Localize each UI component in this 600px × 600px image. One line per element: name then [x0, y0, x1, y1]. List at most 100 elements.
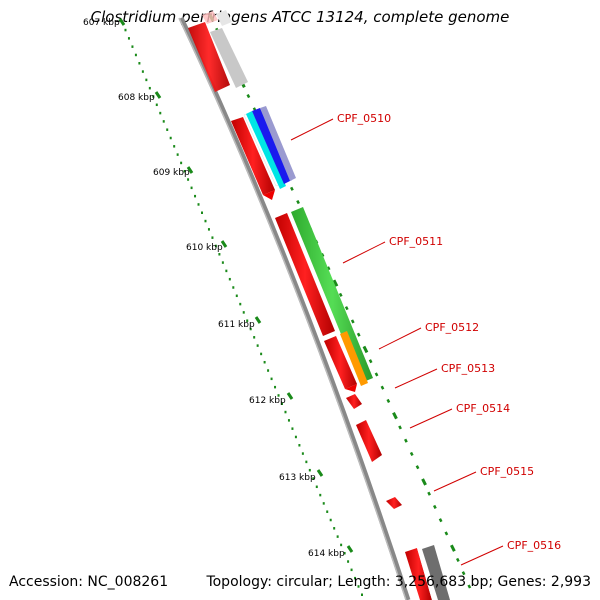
scale-dot: [319, 493, 322, 497]
cds-feature[interactable]: [386, 497, 402, 509]
cds-feature[interactable]: [405, 548, 432, 600]
outer-tick: [438, 518, 443, 523]
scale-major-tick: [254, 316, 262, 324]
scale-dot: [204, 219, 207, 223]
scale-major-tick: [118, 18, 126, 26]
gene-label-leader: [378, 327, 422, 350]
cds-feature-arrowhead[interactable]: [345, 384, 357, 392]
scale-tick-label: 609 kbp: [153, 168, 190, 178]
outer-tick: [338, 292, 343, 297]
scale-dot: [232, 286, 235, 289]
gene-label[interactable]: CPF_0512: [425, 321, 479, 334]
scale-dot: [187, 178, 190, 181]
gene-labels: CPF_0510 CPF_0511 CPF_0512 CPF_0513 CPF_0514…: [290, 112, 561, 566]
map-title: Clostridium perfringens ATCC 13124, comp…: [90, 8, 510, 26]
outer-tick: [398, 425, 402, 430]
gene-bar-grey[interactable]: [260, 106, 296, 181]
scale-dot: [155, 103, 158, 107]
scale-dot: [347, 560, 350, 563]
scale-dot: [221, 261, 224, 264]
outer-tick: [296, 200, 300, 205]
cds-feature-faded[interactable]: [202, 11, 218, 24]
scale-dot: [127, 37, 130, 40]
gene-bar-green[interactable]: [291, 207, 373, 383]
outer-tick: [350, 319, 355, 324]
scale-dot: [350, 568, 353, 572]
scale-dot: [159, 111, 162, 115]
scale-dot: [343, 551, 346, 555]
outer-tick: [450, 544, 456, 552]
scale-ruler: 607 kbp 608 kbp 609 kbp 610 kbp 611 kbp 612 k…: [83, 18, 363, 596]
scale-dot: [308, 468, 311, 472]
gene-label[interactable]: CPF_0514: [456, 402, 510, 415]
cds-feature[interactable]: [356, 420, 382, 462]
scale-tick-label: 613 kbp: [279, 473, 316, 483]
scale-dot: [211, 236, 214, 239]
scale-dot: [190, 186, 193, 190]
scale-dot: [242, 311, 245, 314]
scale-dot: [340, 543, 343, 547]
scale-dot: [357, 585, 360, 588]
scale-dot: [176, 153, 179, 156]
outer-tick: [246, 93, 251, 99]
scale-dot: [281, 402, 283, 405]
gene-bar-cyan[interactable]: [246, 111, 286, 189]
cds-feature[interactable]: [324, 336, 357, 389]
gene-bar-blue[interactable]: [252, 108, 292, 184]
scale-dot: [134, 53, 137, 57]
scale-dot: [329, 518, 332, 522]
gene-label[interactable]: CPF_0511: [389, 235, 443, 248]
gene-label-leader: [460, 545, 504, 566]
scale-major-tick: [286, 392, 294, 400]
gene-label-leader: [342, 241, 386, 264]
outer-tick: [332, 279, 339, 287]
scale-dot: [131, 45, 134, 48]
cds-feature[interactable]: [346, 394, 362, 409]
genome-backbone-highlight: [178, 17, 407, 600]
scale-dot: [162, 120, 165, 123]
outer-tick: [386, 398, 391, 403]
gene-bar-grey[interactable]: [422, 545, 450, 600]
gene-label[interactable]: CPF_0516: [507, 539, 561, 552]
scale-major-tick: [154, 91, 162, 99]
scale-dot: [124, 28, 127, 32]
scale-dot: [183, 169, 186, 173]
scale-dot: [180, 161, 183, 165]
cds-feature[interactable]: [275, 213, 335, 336]
gene-bar-orange[interactable]: [340, 331, 368, 386]
scale-dot: [354, 576, 357, 580]
scale-dot: [333, 527, 336, 530]
scale-dot: [152, 95, 155, 98]
gene-bar-grey-faded[interactable]: [216, 10, 232, 26]
outer-tick: [444, 531, 449, 536]
scale-dot: [326, 510, 329, 513]
gene-label[interactable]: CPF_0510: [337, 112, 391, 125]
scale-dot: [274, 385, 277, 389]
scale-dot: [298, 444, 301, 447]
scale-dot: [239, 302, 242, 306]
cds-feature[interactable]: [188, 22, 230, 92]
scale-dot: [228, 277, 231, 281]
gene-label-leader: [433, 471, 477, 492]
scale-dot: [322, 502, 325, 505]
gene-label[interactable]: CPF_0515: [480, 465, 534, 478]
scale-tick-label: 607 kbp: [83, 18, 120, 28]
gene-label[interactable]: CPF_0513: [441, 362, 495, 375]
cds-feature-arrowhead[interactable]: [263, 190, 275, 200]
gene-bar-grey[interactable]: [210, 28, 248, 88]
outer-tick: [344, 306, 349, 311]
scale-tick-label: 611 kbp: [218, 320, 255, 330]
scale-tick-label: 612 kbp: [249, 396, 286, 406]
scale-dot: [260, 352, 263, 356]
outer-tick: [421, 478, 427, 486]
outer-tick: [461, 571, 466, 576]
cds-feature[interactable]: [231, 117, 275, 195]
outer-tick: [409, 451, 414, 457]
outer-tick: [404, 438, 408, 443]
gene-bar-white[interactable]: [417, 546, 437, 600]
gene-label-leader: [394, 368, 438, 389]
scale-dot: [246, 319, 249, 322]
scale-major-tick: [316, 469, 324, 477]
scale-dot: [256, 344, 259, 347]
